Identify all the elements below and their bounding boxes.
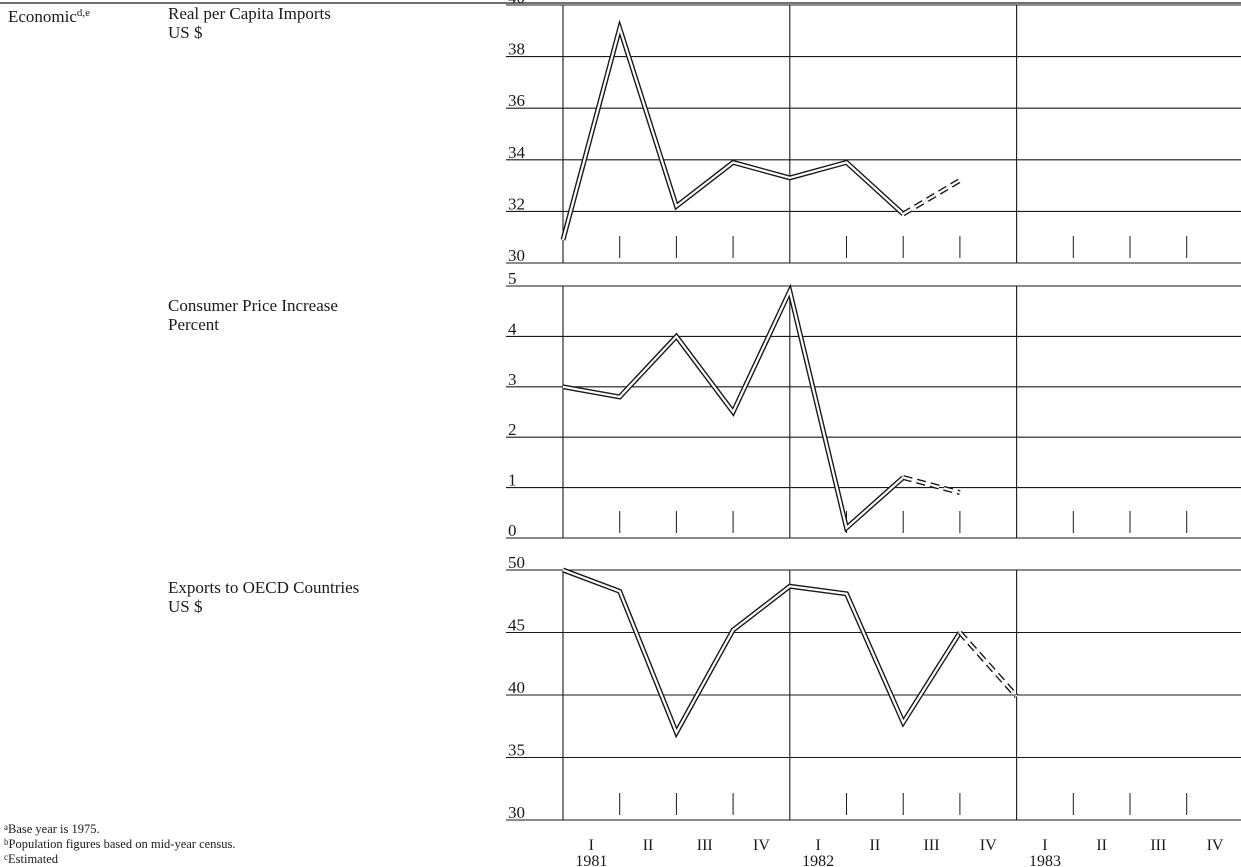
y-tick-label: 38 <box>508 40 525 59</box>
x-quarter-label: III <box>1150 837 1166 854</box>
footnote-a-mark: a <box>4 822 8 832</box>
footnote-a: aBase year is 1975. <box>4 821 100 836</box>
chart-title-imports: Real per Capita Imports US $ <box>168 4 331 42</box>
y-tick-label: 0 <box>508 521 517 540</box>
y-tick-label: 35 <box>508 741 525 760</box>
x-quarter-label: II <box>1096 837 1107 854</box>
chart-title-cpi: Consumer Price Increase Percent <box>168 296 338 334</box>
y-tick-label: 32 <box>508 194 525 213</box>
chart-title-cpi-line2: Percent <box>168 315 219 334</box>
y-tick-label: 2 <box>508 420 517 439</box>
estimated-line-inner <box>902 476 961 494</box>
x-quarter-label: I <box>1042 837 1047 854</box>
x-quarter-label: III <box>924 837 940 854</box>
chart-title-exports-line1: Exports to OECD Countries <box>168 578 360 597</box>
y-tick-label: 50 <box>508 553 525 572</box>
chart-title-exports: Exports to OECD Countries US $ <box>168 578 359 616</box>
x-quarter-label: I <box>589 837 594 854</box>
chart-title-cpi-line1: Consumer Price Increase <box>168 296 338 315</box>
panel-0: 30 32 34 36 38 40 <box>506 0 1241 265</box>
footnote-c-mark: c <box>4 852 8 862</box>
chart-title-imports-line2: US $ <box>168 23 203 42</box>
y-tick-label: 45 <box>508 616 525 635</box>
footnote-b-text: Population figures based on mid-year cen… <box>8 837 236 851</box>
y-tick-label: 4 <box>508 319 517 338</box>
y-tick-label: 30 <box>508 246 525 265</box>
series-line-inner <box>562 568 961 736</box>
series-line-inner <box>562 287 904 530</box>
y-tick-label: 30 <box>508 803 525 822</box>
estimated-line-inner <box>902 179 961 215</box>
x-quarter-label: III <box>697 837 713 854</box>
y-tick-label: 3 <box>508 370 517 389</box>
row-label-footnote-marks: d,e <box>76 7 91 19</box>
x-quarter-label: IV <box>1207 837 1224 854</box>
x-year-label: 1983 <box>1029 853 1061 867</box>
y-tick-label: 40 <box>508 678 525 697</box>
x-quarter-label: IV <box>980 837 997 854</box>
x-quarter-label: II <box>870 837 881 854</box>
x-quarter-label: II <box>643 837 654 854</box>
row-label-text: Economic <box>8 7 77 26</box>
series-line-outer <box>560 19 905 241</box>
y-tick-label: 5 <box>508 269 517 288</box>
series-line-inner <box>561 24 904 241</box>
y-tick-label: 40 <box>508 0 525 7</box>
footnote-b-mark: b <box>4 837 9 847</box>
footnote-c: cEstimated <box>4 851 58 866</box>
footnote-c-text: Estimated <box>8 852 58 866</box>
panel-1: 0 1 2 3 4 5 <box>506 269 1241 540</box>
y-tick-label: 36 <box>508 91 525 110</box>
footnote-b: bPopulation figures based on mid-year ce… <box>4 836 236 851</box>
footnote-a-text: Base year is 1975. <box>8 822 100 836</box>
x-year-label: 1981 <box>575 853 607 867</box>
panel-2: 30 35 40 45 50 <box>506 553 1241 822</box>
x-quarter-label: IV <box>753 837 770 854</box>
y-tick-label: 1 <box>508 471 517 490</box>
chart-title-imports-line1: Real per Capita Imports <box>168 4 331 23</box>
x-year-label: 1982 <box>802 853 834 867</box>
chart-title-exports-line2: US $ <box>168 597 203 616</box>
x-quarter-label: I <box>815 837 820 854</box>
y-tick-label: 34 <box>508 143 526 162</box>
row-label: Economicd,e <box>8 4 90 26</box>
series-line-outer <box>562 567 963 739</box>
estimated-line-inner <box>959 631 1018 698</box>
